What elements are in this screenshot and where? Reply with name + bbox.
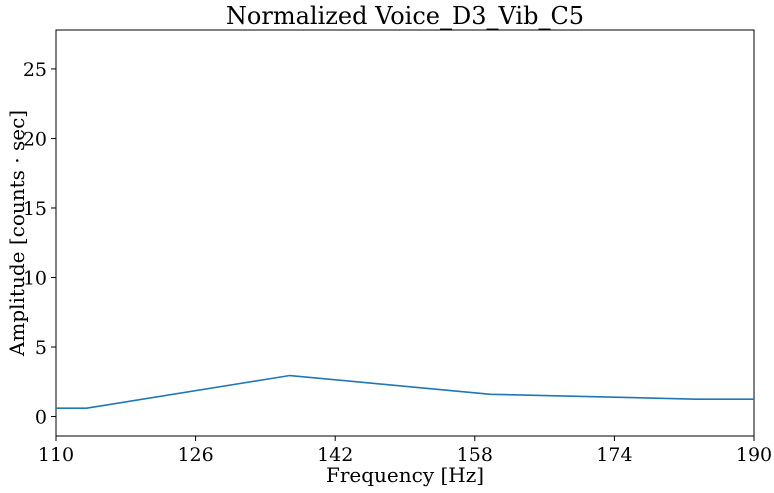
y-tick-label: 0 — [35, 407, 47, 429]
x-tick-label: 126 — [177, 444, 213, 466]
plot-frame — [55, 29, 755, 437]
chart-title: Normalized Voice_D3_Vib_C5 — [226, 2, 584, 30]
y-tick-label: 20 — [23, 128, 47, 150]
y-tick-label: 10 — [23, 267, 47, 289]
x-tick-label: 110 — [38, 444, 74, 466]
x-axis: 110 126 142 158 174 190 — [38, 436, 772, 466]
y-tick-label: 5 — [35, 337, 47, 359]
x-tick-label: 174 — [596, 444, 632, 466]
series-line-0 — [56, 374, 754, 409]
y-axis-label: Amplitude [counts · sec] — [5, 110, 29, 357]
y-tick-label: 15 — [23, 198, 47, 220]
series-layer — [56, 374, 754, 409]
x-tick-label: 142 — [317, 444, 353, 466]
x-tick-label: 158 — [457, 444, 493, 466]
x-tick-label: 190 — [736, 444, 772, 466]
y-axis: 0 5 10 15 20 25 — [23, 59, 56, 429]
y-tick-label: 25 — [23, 59, 47, 81]
x-axis-label: Frequency [Hz] — [326, 463, 484, 487]
